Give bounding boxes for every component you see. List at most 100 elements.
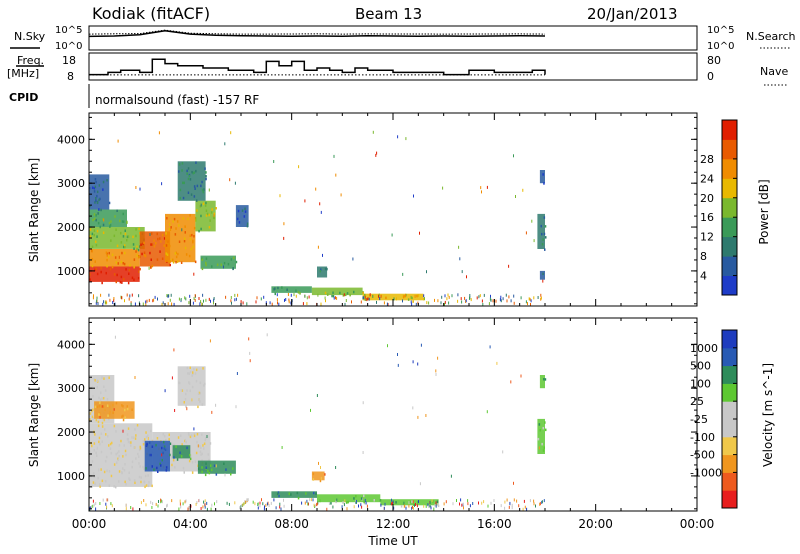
ground-scatter-speckle — [93, 294, 94, 298]
ground-scatter-speckle — [260, 297, 262, 301]
ground-scatter-speckle — [344, 302, 346, 306]
ground-scatter-speckle — [195, 502, 197, 506]
data-speckle — [205, 209, 208, 212]
data-speckle — [315, 492, 317, 495]
ground-scatter-speckle — [204, 503, 206, 507]
data-speckle — [204, 473, 207, 477]
isolated-echo — [461, 270, 463, 274]
ground-scatter-speckle — [481, 501, 483, 505]
data-speckle — [98, 440, 100, 444]
data-speckle — [124, 449, 127, 453]
ground-scatter-speckle — [539, 502, 541, 506]
data-speckle — [200, 214, 202, 218]
data-speckle — [116, 273, 118, 277]
isolated-echo — [139, 187, 141, 191]
ground-scatter-speckle — [257, 502, 259, 506]
data-speckle — [205, 462, 207, 465]
data-speckle — [201, 459, 203, 462]
ground-scatter-speckle — [460, 498, 462, 502]
ground-scatter-speckle — [202, 505, 204, 509]
freq-tick-left-top: 18 — [62, 54, 76, 67]
data-speckle — [91, 264, 94, 268]
x-ticklabels: 00:00 04:00 08:00 12:00 16:00 20:00 00:00 — [72, 517, 715, 531]
data-speckle — [324, 291, 327, 295]
data-speckle — [115, 280, 117, 284]
data-speckle — [193, 226, 196, 230]
data-speckle — [173, 443, 176, 447]
isolated-echo — [236, 372, 238, 375]
data-speckle — [198, 444, 201, 448]
isolated-echo — [362, 451, 364, 454]
ground-scatter-speckle — [198, 297, 200, 300]
ground-scatter-speckle — [490, 294, 491, 298]
data-speckle — [103, 470, 106, 474]
data-speckle — [93, 378, 96, 381]
ground-scatter-speckle — [93, 503, 95, 507]
data-speckle — [98, 184, 101, 187]
data-speckle — [98, 413, 100, 416]
isolated-echo — [520, 374, 522, 378]
data-speckle — [203, 384, 205, 387]
data-speckle — [126, 437, 129, 441]
data-speckle — [201, 470, 203, 474]
data-speckle — [330, 502, 332, 505]
ground-scatter-speckle — [288, 300, 290, 304]
data-speckle — [118, 444, 121, 447]
ground-scatter-speckle — [372, 294, 374, 298]
data-speckle — [128, 272, 130, 275]
data-speckle — [225, 468, 227, 471]
data-speckle — [150, 429, 152, 433]
data-speckle — [122, 467, 124, 470]
ground-scatter-speckle — [130, 506, 132, 509]
colorbar-segment — [722, 347, 737, 367]
data-speckle — [541, 442, 543, 446]
data-speckle — [130, 441, 132, 444]
ground-scatter-speckle — [511, 503, 513, 507]
data-speckle — [187, 177, 190, 181]
colorbar-segment — [722, 401, 737, 420]
ground-scatter-speckle — [284, 298, 285, 302]
data-speckle — [543, 378, 545, 381]
data-speckle — [169, 223, 171, 226]
data-speckle — [96, 229, 99, 233]
ground-scatter-speckle — [380, 503, 382, 507]
ground-scatter-speckle — [543, 499, 545, 503]
data-speckle — [196, 209, 198, 212]
data-speckle — [99, 485, 101, 488]
data-speckle — [93, 233, 95, 237]
data-speckle — [143, 241, 145, 245]
ground-scatter-speckle — [129, 294, 131, 298]
ground-scatter-speckle — [160, 500, 162, 504]
data-speckle — [363, 295, 366, 298]
data-speckle — [216, 263, 219, 266]
ground-scatter-speckle — [271, 302, 273, 306]
ground-scatter-speckle — [366, 504, 368, 508]
ground-scatter-speckle — [263, 507, 265, 511]
data-speckle — [212, 216, 215, 219]
data-speckle — [299, 292, 301, 295]
data-speckle — [320, 268, 322, 271]
ground-scatter-speckle — [167, 302, 169, 306]
ground-scatter-speckle — [308, 295, 310, 299]
data-speckle — [184, 439, 186, 443]
isolated-echo — [352, 257, 354, 261]
ground-scatter-speckle — [414, 503, 415, 507]
data-speckle — [118, 480, 120, 483]
ground-scatter-speckle — [140, 501, 142, 505]
data-speckle — [169, 244, 171, 248]
data-speckle — [543, 216, 546, 219]
data-speckle — [168, 433, 170, 436]
ground-scatter-speckle — [319, 499, 321, 503]
data-speckle — [169, 453, 171, 457]
ground-scatter-speckle — [256, 296, 258, 300]
ground-scatter-speckle — [275, 506, 277, 510]
isolated-echo — [191, 398, 193, 402]
data-speckle — [295, 289, 297, 292]
data-speckle — [182, 181, 184, 185]
data-speckle — [227, 262, 230, 266]
data-speckle — [139, 447, 142, 450]
data-speckle — [171, 258, 173, 262]
ground-scatter-speckle — [335, 296, 336, 300]
data-speckle — [161, 257, 164, 260]
ground-scatter-speckle — [189, 294, 191, 298]
